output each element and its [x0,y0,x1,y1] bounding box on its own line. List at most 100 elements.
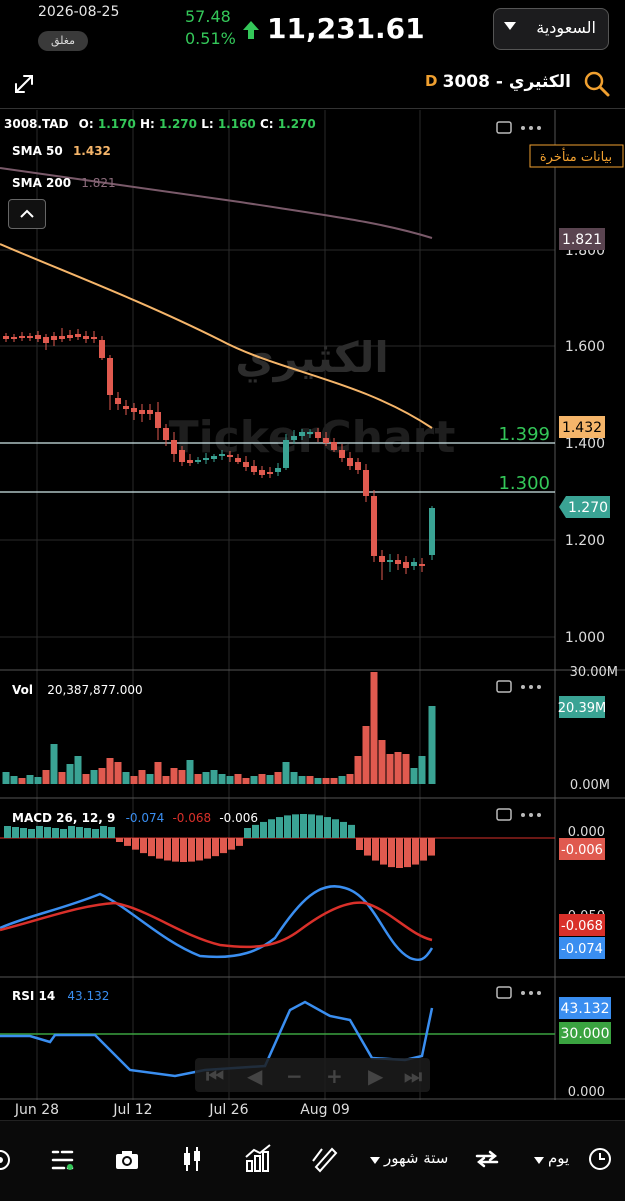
chevron-down-icon [534,1157,544,1164]
macd-hist-bar [116,838,123,842]
panel-menu-macd[interactable] [495,805,547,829]
zoom-out-icon[interactable]: − [286,1064,303,1088]
volume-bar [338,776,346,784]
macd-hist-bar [260,821,267,838]
volume-bar [210,770,218,784]
collapse-legend-button[interactable] [8,199,46,229]
candle-body [27,336,33,338]
period-indicator: D [425,72,438,90]
macd-hist-bar [12,827,19,838]
macd-hist-bar [292,814,299,838]
volume-bar [178,770,186,784]
macd-hist-bar [316,815,323,838]
macd-hist-bar [180,838,187,862]
price-axis-tick: 1.400 [565,436,605,452]
navigation-overlay[interactable] [195,1058,430,1092]
candlestick-icon[interactable] [180,1145,204,1177]
macd-hist-bar [52,828,59,838]
macd-hist-bar [92,829,99,838]
candle-body [227,455,233,457]
zoom-in-icon[interactable]: + [326,1064,343,1088]
symbol-title[interactable]: 3008 - الكثيري [442,72,571,92]
volume-bar [298,776,306,784]
candle-body [163,428,169,440]
candle-body [219,454,225,456]
volume-legend[interactable]: Vol 20,387,877.000 [12,683,143,697]
rsi-legend[interactable]: RSI 14 43.132 [12,989,110,1003]
panel-menu-rsi[interactable] [495,983,547,1007]
market-selector-label: السعودية [536,18,596,37]
macd-axis-top: 0.000 [568,825,605,840]
volume-bar [194,774,202,784]
next-icon[interactable]: ▶ [368,1064,384,1088]
candle-body [35,335,41,339]
panel-menu-main[interactable] [495,118,547,142]
macd-hist-bar [300,814,307,838]
settings-icon[interactable] [0,1147,14,1177]
volume-bar [306,776,314,784]
volume-bar [66,764,74,784]
volume-bar [202,772,210,784]
clock-icon[interactable] [588,1147,612,1175]
volume-value: 20,387,877.000 [47,683,143,697]
candle-body [75,334,81,337]
volume-bar [266,775,274,784]
candle-body [259,470,265,475]
volume-bar [98,768,106,784]
macd-hist-bar [36,826,43,838]
delayed-data-badge [529,144,624,168]
previous-icon[interactable]: ◀ [247,1064,263,1088]
macd-hist-bar [308,814,315,838]
candle-body [355,462,361,470]
rsi-level-tag: 30.000 [561,1026,610,1042]
candle-body [387,560,393,562]
search-icon[interactable] [584,71,610,101]
candle-body [11,337,17,339]
macd-hist-bar [188,838,195,862]
volume-bar [258,774,266,784]
candle-body [187,460,193,463]
expand-icon[interactable] [12,72,36,100]
macd-hist-bar [356,838,363,850]
candle-body [115,398,121,404]
macd-hist-bar [124,838,131,846]
candle-body [179,450,185,462]
drawing-tools-icon[interactable] [310,1143,338,1177]
last-page-icon[interactable]: ⏭ [404,1064,422,1088]
volume-bar [250,776,258,784]
candle-body [363,470,369,496]
macd-hist-bar [420,838,427,861]
macd-hist-bar [388,838,395,868]
macd-hist-tag: -0.006 [561,843,603,858]
resize-icon [496,808,512,821]
sma200-legend[interactable]: SMA 200 1.821 [12,176,116,190]
sma200-tag: 1.821 [562,232,602,248]
panel-menu-volume[interactable] [495,677,547,701]
time-axis-tick: Jul 12 [112,1102,152,1118]
chart-type-icon[interactable] [244,1143,272,1177]
price-axis-tick: 1.000 [565,630,605,646]
indicators-icon[interactable] [50,1147,76,1177]
compare-icon[interactable] [474,1149,500,1173]
macd-hist-bar [196,838,203,861]
macd-hist-value: -0.006 [219,811,259,825]
sma50-legend[interactable]: SMA 50 1.432 [12,144,111,158]
market-selector[interactable]: السعودية [493,8,609,50]
rsi-level-tag-bg [559,1022,611,1044]
macd-legend[interactable]: MACD 26, 12, 9 -0.074 -0.068 -0.006 [12,811,259,825]
range-label: ستة شهور [384,1149,449,1167]
chevron-down-icon [504,22,516,30]
volume-bar [362,726,370,784]
volume-bar [386,754,394,784]
chart-area[interactable]: الكثيري TickerChart 1.399 1.300 1.800 1.… [0,110,625,1120]
sma200-value: 1.821 [81,176,116,190]
macd-hist-bar [380,838,387,865]
camera-icon[interactable] [114,1147,140,1177]
candle-body [155,412,161,428]
macd-hist-bar [28,829,35,838]
candle-body [91,337,97,339]
candle-body [315,432,321,438]
first-page-icon[interactable]: ⏮ [206,1064,224,1088]
macd-hist-bar [252,824,259,838]
macd-line [0,885,434,962]
